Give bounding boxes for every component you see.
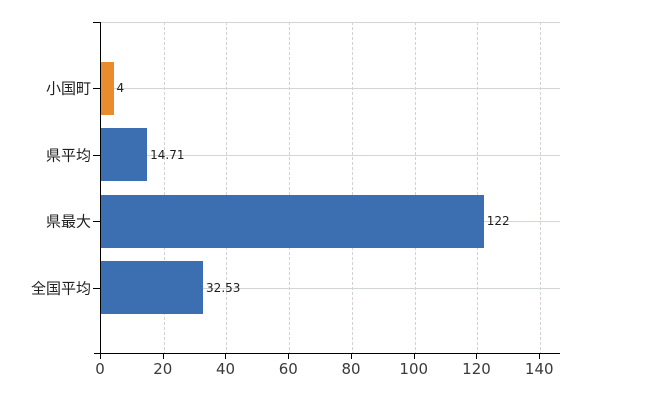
category-tick — [93, 287, 100, 289]
bar-value-label: 122 — [486, 214, 510, 229]
vertical-gridline — [226, 22, 228, 353]
horizontal-gridline — [101, 88, 560, 90]
category-label: 県最大 — [45, 212, 91, 231]
category-tick — [93, 22, 100, 23]
value-tick — [350, 354, 352, 359]
vertical-gridline — [351, 22, 353, 353]
vertical-gridline — [289, 22, 291, 353]
horizontal-gridline — [101, 287, 560, 289]
value-tick — [288, 354, 290, 359]
value-tick — [539, 354, 541, 359]
category-tick — [93, 221, 100, 223]
vertical-gridline — [163, 22, 165, 353]
bar-row: 122 — [101, 188, 560, 255]
bar-row: 14.71 — [101, 122, 560, 189]
value-tick — [162, 354, 164, 359]
bar-row: 32.53 — [101, 255, 560, 322]
vertical-gridline — [414, 22, 416, 353]
bar-value-label: 14.71 — [150, 147, 185, 162]
horizontal-gridline — [101, 22, 560, 23]
bar-row: 4 — [101, 55, 560, 122]
value-tick — [225, 354, 227, 359]
value-tick-label: 80 — [341, 360, 361, 378]
value-tick-label: 60 — [278, 360, 298, 378]
value-tick — [100, 354, 101, 359]
bar-value-label: 4 — [116, 81, 125, 96]
bar-value-label: 32.53 — [206, 280, 241, 295]
category-tick — [93, 154, 100, 156]
value-tick-label: 100 — [399, 360, 429, 378]
value-tick-label: 120 — [462, 360, 491, 378]
value-tick-label: 0 — [95, 360, 105, 378]
category-tick — [93, 88, 100, 90]
vertical-gridline — [477, 22, 479, 353]
bar-県平均 — [101, 128, 148, 182]
plot-area: 4 14.71 122 32.53 — [100, 22, 560, 354]
bar-全国平均 — [101, 261, 204, 315]
bar-小国町 — [101, 61, 114, 115]
value-tick-label: 20 — [153, 360, 173, 378]
value-tick — [476, 354, 478, 359]
category-label: 全国平均 — [30, 279, 91, 298]
category-label: 県平均 — [45, 146, 91, 165]
bar-県最大 — [101, 194, 484, 248]
vertical-gridline — [540, 22, 542, 353]
value-tick-label: 140 — [524, 360, 554, 378]
horizontal-gridline — [101, 154, 560, 156]
value-tick — [413, 354, 415, 359]
value-tick-label: 40 — [215, 360, 236, 378]
category-label: 小国町 — [45, 79, 91, 98]
x-axis-extension — [94, 353, 100, 354]
